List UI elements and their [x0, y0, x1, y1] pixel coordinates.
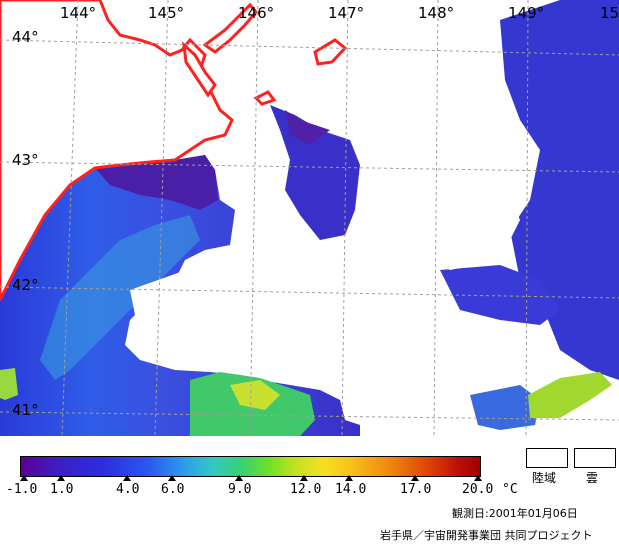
sea-patch-east: [500, 0, 619, 380]
colorbar-tick: 14.0: [335, 482, 367, 497]
temperature-colorbar: [20, 456, 481, 477]
warm-water-patch: [230, 380, 280, 410]
colorbar-tick: 9.0: [228, 482, 252, 497]
colorbar-tick: 17.0: [400, 482, 432, 497]
sea-patch-east-2: [440, 265, 560, 325]
sea-band-cyan: [40, 215, 200, 380]
colorbar-tick-markers: [20, 475, 482, 481]
kuril-island-3: [253, 90, 277, 106]
longitude-label-144: 144°: [60, 4, 97, 22]
colorbar-tick: -1.0: [6, 482, 38, 497]
colorbar-tick: 4.0: [116, 482, 140, 497]
cloud-legend-label: 雲: [586, 471, 599, 485]
latitude-label-43: 43°: [12, 151, 39, 169]
kuril-island-1: [182, 41, 217, 98]
colorbar-unit: °C: [502, 482, 518, 497]
latitude-label-41: 41°: [12, 401, 39, 419]
longitude-label-146: 146°: [238, 4, 275, 22]
kuril-island-2: [202, 2, 258, 54]
credit-text: 岩手県／宇宙開発事業団 共同プロジェクト: [380, 529, 593, 542]
land-legend-label: 陸域: [532, 471, 557, 485]
land-legend-swatch: [526, 448, 568, 468]
colorbar-tick: 1.0: [50, 482, 74, 497]
cloud-region-2: [360, 140, 520, 270]
observation-date: 観測日:2001年01月06日: [452, 507, 578, 520]
longitude-label-145: 145°: [148, 4, 185, 22]
warm-patch-east: [528, 372, 612, 418]
sea-patch-147: [270, 105, 360, 240]
hokkaido-land: [0, 0, 234, 301]
latitude-label-42: 42°: [12, 276, 39, 294]
longitude-label-150: 15: [600, 4, 619, 22]
warm-water-patch-west: [0, 368, 18, 400]
lat-lon-grid: [0, 0, 619, 437]
colorbar-tick: 12.0: [290, 482, 322, 497]
sea-surface-temperature-map: [0, 0, 619, 437]
cloud-region: [130, 265, 440, 380]
sea-area-west: [0, 155, 360, 436]
longitude-label-147: 147°: [328, 4, 365, 22]
longitude-label-148: 148°: [418, 4, 455, 22]
colorbar-tick: 20.0: [462, 482, 494, 497]
latitude-label-44: 44°: [12, 28, 39, 46]
sea-patch-147-north: [285, 110, 330, 145]
sea-area-north: [95, 155, 218, 210]
colorbar-tick: 6.0: [161, 482, 185, 497]
cloud-legend-swatch: [574, 448, 616, 468]
kuril-island-4: [313, 38, 348, 66]
longitude-label-149: 149°: [508, 4, 545, 22]
